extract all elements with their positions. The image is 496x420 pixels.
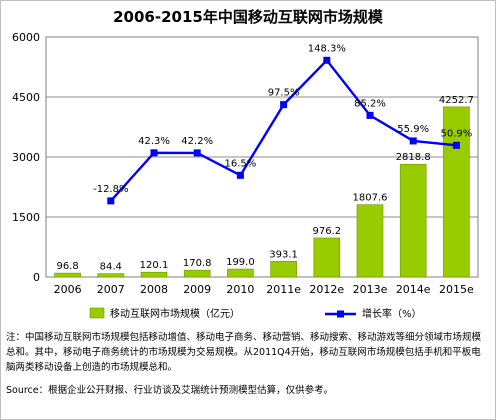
bar-2008 xyxy=(140,271,168,278)
bar-2011e xyxy=(270,260,297,278)
x-tick-label: 2011e xyxy=(266,283,301,296)
bar-value-label: 976.2 xyxy=(312,226,341,237)
bar-2009 xyxy=(183,269,211,278)
x-tick-label: 2014e xyxy=(396,283,431,296)
x-tick-label: 2010 xyxy=(226,283,254,296)
growth-point-2009 xyxy=(193,149,201,157)
bar-value-label: 199.0 xyxy=(226,257,255,268)
x-tick-label: 2007 xyxy=(97,283,125,296)
bar-series: 96.8 84.4 120.1 170.8 199.0 393.1 976.2 1807.6 2… xyxy=(54,95,474,278)
growth-rate-label: 42.3% xyxy=(138,136,170,147)
y-tick-label: 4500 xyxy=(12,91,40,104)
chart-title: 2006-2015年中国移动互联网市场规模 xyxy=(113,8,383,26)
x-tick-label: 2012e xyxy=(309,283,344,296)
bar-value-label: 84.4 xyxy=(100,262,122,273)
line-series: -12.8% 42.3% 42.2% 16.5% 97.5% 148.3% 85.2% 55.… xyxy=(93,43,473,205)
bar-value-label: 96.8 xyxy=(56,261,78,272)
growth-rate-label: 55.9% xyxy=(397,124,429,135)
axes: 0 1500 3000 4500 6000 2006 2007 2008 2009 2010 201… xyxy=(12,31,479,296)
bar-2013e xyxy=(356,204,384,278)
bar-2014e xyxy=(399,163,427,278)
bar-value-label: 1807.6 xyxy=(353,193,388,204)
growth-point-2008 xyxy=(150,149,158,157)
growth-point-2014e xyxy=(409,137,417,145)
growth-point-2011e xyxy=(280,101,288,109)
y-tick-label: 1500 xyxy=(12,211,40,224)
growth-rate-label: 42.2% xyxy=(181,136,213,147)
growth-rate-label: -12.8% xyxy=(93,184,128,195)
x-tick-label: 2009 xyxy=(183,283,211,296)
bar-value-label: 4252.7 xyxy=(439,95,474,106)
x-tick-label: 2006 xyxy=(54,283,82,296)
bar-2012e xyxy=(313,237,341,278)
growth-point-2012e xyxy=(323,56,331,64)
bar-value-label: 2818.8 xyxy=(396,152,431,163)
bar-2010 xyxy=(227,268,254,278)
legend-line-marker xyxy=(337,310,344,318)
plot-border xyxy=(45,36,479,278)
bar-2007 xyxy=(97,273,125,278)
x-tick-label: 2015e xyxy=(439,283,474,296)
bar-value-label: 120.1 xyxy=(140,260,169,271)
legend-line-label: 增长率（%） xyxy=(362,307,422,320)
growth-point-2007 xyxy=(107,197,115,205)
bar-2015e xyxy=(443,106,470,278)
x-tick-label: 2013e xyxy=(353,283,388,296)
growth-point-2010 xyxy=(236,171,244,179)
source-text: Source：根据企业公开财报、行业访谈及艾瑞统计预测模型估算，仅供参考。 xyxy=(6,385,334,396)
bar-2006 xyxy=(54,272,81,278)
legend-bar-label: 移动互联网市场规模（亿元） xyxy=(110,307,240,320)
chart-area: 0 1500 3000 4500 6000 2006 2007 2008 2009 2010 201… xyxy=(12,31,479,320)
x-tick-label: 2008 xyxy=(140,283,168,296)
legend: 移动互联网市场规模（亿元） 增长率（%） xyxy=(89,307,422,320)
growth-rate-label: 148.3% xyxy=(308,43,346,54)
growth-rate-label: 50.9% xyxy=(441,128,473,139)
bar-value-label: 170.8 xyxy=(183,258,212,269)
growth-rate-label: 97.5% xyxy=(268,88,300,99)
y-tick-label: 3000 xyxy=(12,151,40,164)
growth-rate-label: 85.2% xyxy=(354,98,386,109)
footnote-text: 注：中国移动互联网市场规模包括移动增值、移动电子商务、移动营销、移动搜索、移动游… xyxy=(6,332,482,373)
growth-point-2013e xyxy=(366,111,374,119)
bar-value-label: 393.1 xyxy=(269,249,298,260)
growth-point-2015e xyxy=(452,141,460,149)
legend-bar-swatch xyxy=(89,307,105,319)
y-tick-label: 6000 xyxy=(12,31,40,44)
notes-block: 注：中国移动互联网市场规模包括移动增值、移动电子商务、移动营销、移动搜索、移动游… xyxy=(6,330,490,398)
growth-rate-label: 16.5% xyxy=(225,158,257,169)
y-tick-label: 0 xyxy=(33,271,40,284)
